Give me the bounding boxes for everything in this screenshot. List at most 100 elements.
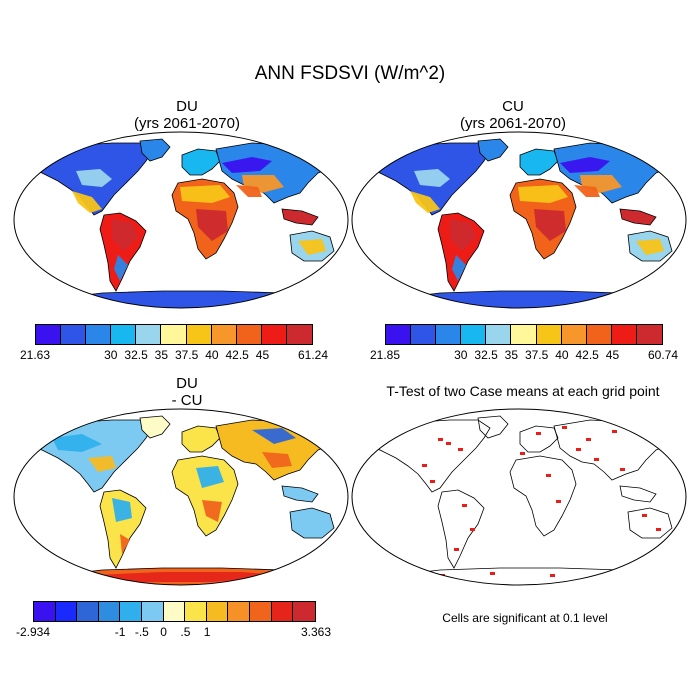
cu-colorbar-label: 60.74	[647, 348, 679, 362]
cu-colorbar-swatch	[636, 325, 663, 344]
cu-colorbar-label: 40	[555, 348, 569, 362]
cu-colorbar-label: 42.5	[575, 348, 599, 362]
significant-cell	[536, 432, 541, 435]
du-continent-europe	[181, 148, 221, 176]
du-colorbar-swatch	[261, 325, 287, 344]
diff-colorbar-swatch	[206, 602, 229, 621]
significant-cell	[550, 574, 555, 577]
cu-region-shade	[574, 185, 600, 197]
significant-cell	[600, 576, 605, 579]
diff-continent-seasia	[281, 485, 319, 503]
cu-continent-greenland	[477, 138, 509, 162]
cu-colorbar-label: 21.85	[369, 348, 401, 362]
significant-cell	[562, 426, 567, 429]
diff-colorbar-swatch	[98, 602, 121, 621]
du-panel-title: DU (yrs 2061-2070)	[26, 98, 348, 132]
du-continent-asia	[215, 142, 343, 204]
significance-note: Cells are significant at 0.1 level	[442, 611, 608, 625]
diff-colorbar-swatch	[55, 602, 78, 621]
diff-region-shade	[202, 500, 222, 522]
cu-region-shade	[452, 255, 466, 281]
diff-colorbar-swatch	[293, 602, 315, 621]
significant-cell	[668, 438, 673, 441]
du-colorbar-label: 45	[255, 348, 270, 362]
cu-colorbar-bar	[385, 324, 663, 345]
du-colorbar-swatch	[36, 325, 62, 344]
diff-colorbar-label: .5	[180, 625, 191, 639]
ttest-continent-greenland	[477, 415, 509, 439]
cu-map-land	[367, 138, 681, 308]
cu-region-shade	[518, 185, 568, 203]
cu-panel-title: CU (yrs 2061-2070)	[352, 98, 674, 132]
cu-colorbar: 21.85 30 32.5 35 37.5 40 42.5 45 60.74	[370, 324, 678, 364]
significant-cell	[470, 528, 475, 531]
diff-colorbar: -2.934 -1 -.5 0 .5 1 3.363	[16, 601, 331, 641]
diff-colorbar-swatch	[185, 602, 207, 621]
diff-continent-namerica	[29, 419, 153, 493]
significant-cell	[454, 548, 459, 551]
cu-colorbar-swatch	[436, 325, 462, 344]
significant-cell	[422, 464, 427, 467]
cu-colorbar-swatch	[411, 325, 437, 344]
du-region-shade	[72, 191, 102, 213]
du-region-shade	[222, 157, 272, 173]
du-region-shade	[112, 219, 138, 251]
diff-colorbar-label: 3.363	[300, 625, 332, 639]
diff-colorbar-swatch	[250, 602, 272, 621]
main-title: ANN FSDSVI (W/m^2)	[254, 63, 446, 84]
du-colorbar-swatch	[211, 325, 237, 344]
cu-colorbar-label: 30	[454, 348, 468, 362]
diff-map-border	[13, 408, 349, 586]
du-continent-greenland	[139, 138, 171, 162]
cu-colorbar-swatch	[461, 325, 487, 344]
significant-cell	[642, 514, 647, 517]
cu-colorbar-label: 45	[605, 348, 620, 362]
du-colorbar-label: 32.5	[124, 348, 148, 362]
cu-colorbar-swatch	[611, 325, 637, 344]
diff-region-shade	[112, 498, 132, 522]
ttest-map	[351, 408, 687, 586]
ttest-continent-australia	[627, 507, 673, 539]
significant-cell	[410, 576, 415, 579]
du-continent-seasia	[281, 208, 319, 226]
diff-panel-name: DU	[176, 375, 198, 392]
du-colorbar-label: 61.24	[297, 348, 329, 362]
significant-cell	[586, 438, 591, 441]
du-region-shade	[236, 185, 262, 197]
cu-panel-subtitle: (yrs 2061-2070)	[460, 115, 566, 132]
significant-cell	[546, 474, 551, 477]
du-panel-name: DU	[176, 98, 198, 115]
du-region-shade	[114, 255, 128, 281]
du-region-shade	[180, 185, 230, 203]
diff-colorbar-label: -1	[114, 625, 126, 639]
cu-colorbar-swatch	[536, 325, 562, 344]
cu-colorbar-label: 32.5	[474, 348, 498, 362]
du-colorbar: 21.63 30 32.5 35 37.5 40 42.5 45 61.24	[20, 324, 328, 364]
du-colorbar-swatch	[186, 325, 212, 344]
diff-continent-australia	[289, 507, 335, 539]
du-map-border	[13, 131, 349, 309]
ttest-continent-africa	[509, 455, 577, 537]
significant-cell	[430, 480, 435, 483]
cu-colorbar-swatch	[561, 325, 587, 344]
du-region-shade	[76, 169, 112, 187]
du-colorbar-swatch	[61, 325, 87, 344]
significant-cell	[620, 468, 625, 471]
diff-map-land	[29, 415, 343, 585]
du-map-land	[29, 138, 343, 308]
cu-continent-seasia	[619, 208, 657, 226]
ttest-map-land	[367, 415, 681, 585]
ttest-continent-antarctica	[388, 567, 662, 585]
cu-map-border	[351, 131, 687, 309]
diff-continent-europe	[181, 425, 221, 453]
diff-colorbar-swatch	[120, 602, 143, 621]
cu-continent-asia	[553, 142, 681, 204]
du-colorbar-swatch	[286, 325, 313, 344]
du-region-shade	[196, 209, 228, 241]
du-colorbar-swatch	[161, 325, 187, 344]
du-colorbar-swatch	[111, 325, 137, 344]
diff-colorbar-label: 1	[203, 625, 211, 639]
diff-region-shade	[52, 434, 102, 452]
cu-colorbar-label: 37.5	[524, 348, 549, 362]
ttest-continent-europe	[519, 425, 559, 453]
